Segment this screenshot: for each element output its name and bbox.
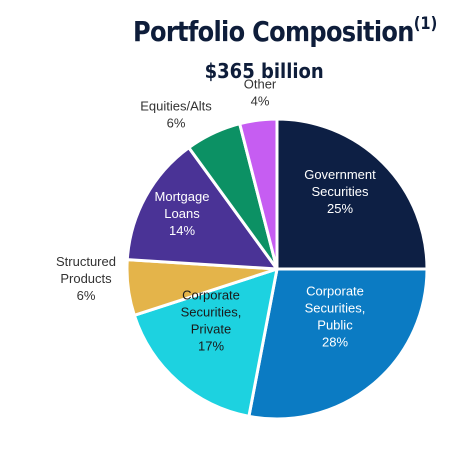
title-footnote: (1) [413,14,438,34]
slice-value-equities-alts: 6% [167,116,186,131]
pie-slice-other [238,117,279,271]
slice-label-line-corporate-securities-public: Corporate [306,284,364,299]
chart-title-text: Portfolio Composition [133,15,414,48]
slice-label-line-equities-alts: Equities/Alts [140,99,212,114]
pie-slice-government-securities [275,117,429,271]
chart-title: Portfolio Composition(1) [133,14,437,48]
pie-slice-corporate-securities-public [247,267,429,421]
slice-value-corporate-securities-private: 17% [198,339,224,354]
pie-slice-mortgage-loans [125,146,279,271]
slice-label-other: Other 4% [244,77,277,109]
slice-label-line-government-securities: Government [304,167,376,182]
slice-label-line-mortgage-loans: Mortgage [155,189,210,204]
slice-value-other: 4% [251,94,270,109]
slice-label-line-government-securities: Securities [311,184,369,199]
slice-label-line-mortgage-loans: Loans [164,206,200,221]
slice-value-government-securities: 25% [327,201,353,216]
chart-subtitle: $365 billion [0,59,469,83]
slice-label-line-corporate-securities-private: Corporate [182,288,240,303]
slice-label-line-corporate-securities-private: Securities, [181,305,242,320]
slice-label-line-other: Other [244,77,277,92]
pie-slice-corporate-securities-private [132,267,279,418]
slice-label-line-structured-products: Products [60,271,112,286]
slice-value-structured-products: 6% [77,288,96,303]
slice-label-line-corporate-securities-public: Public [317,318,353,333]
slice-value-corporate-securities-public: 28% [322,335,348,350]
chart-subtitle-text: $365 billion [204,59,325,83]
slice-label-line-corporate-securities-public: Securities, [305,301,366,316]
slice-label-equities-alts: Equities/Alts 6% [140,99,212,131]
slice-label-government-securities: Government Securities 25% [304,167,376,216]
slice-label-structured-products: Structured Products 6% [56,254,116,303]
slice-label-corporate-securities-private: Corporate Securities, Private 17% [181,288,242,354]
slice-label-line-structured-products: Structured [56,254,116,269]
slice-value-mortgage-loans: 14% [169,223,195,238]
slice-label-mortgage-loans: Mortgage Loans 14% [155,189,210,238]
slice-label-line-corporate-securities-private: Private [191,322,231,337]
slice-label-corporate-securities-public: Corporate Securities, Public 28% [305,284,366,350]
